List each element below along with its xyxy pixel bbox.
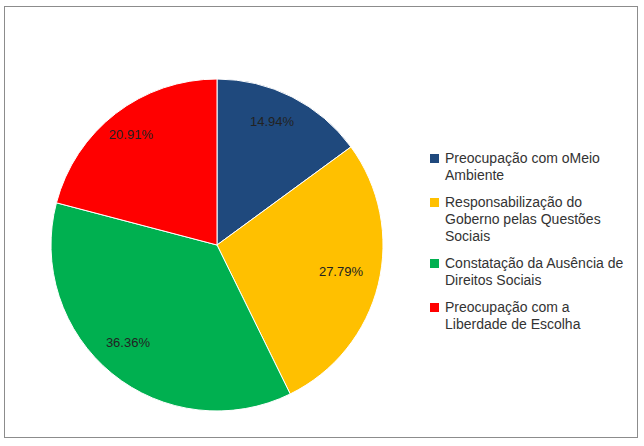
- html-text:Constatação da Ausência de Dir: Constatação da Ausência de Direitos Soci…: [445, 255, 624, 288]
- svg-text:36.36%: 36.36%: [106, 335, 151, 350]
- svg-text:14.94%: 14.94%: [250, 114, 295, 129]
- svg-text:20.91%: 20.91%: [109, 127, 154, 142]
- svg-text:27.79%: 27.79%: [319, 264, 364, 279]
- html-text:Responsabilização do Goberno p: Responsabilização do Goberno pelas Quest…: [445, 194, 601, 244]
- html-text:Preocupação com a Liberdade de: Preocupação com a Liberdade de Escolha: [445, 299, 581, 332]
- html-text:Preocupação com oMeio Ambiente: Preocupação com oMeio Ambiente: [445, 150, 600, 183]
